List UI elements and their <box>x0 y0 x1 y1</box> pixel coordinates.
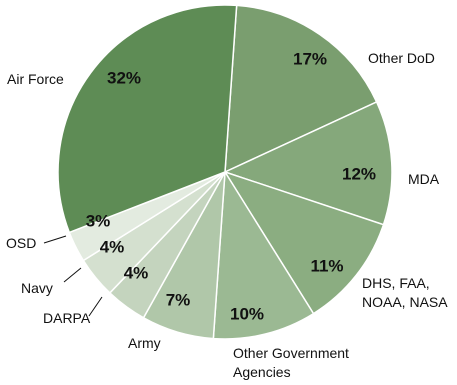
pie-slices <box>57 4 393 340</box>
category-label-other-dod: Other DoD <box>368 50 435 66</box>
percent-label-mda: 12% <box>342 164 376 183</box>
category-label-mda: MDA <box>408 171 440 187</box>
leader-line-navy <box>63 267 82 283</box>
percent-label-osd: 3% <box>86 211 111 230</box>
leader-line-darpa <box>88 296 103 317</box>
percent-label-army: 7% <box>166 290 191 309</box>
percent-label-air-force: 32% <box>107 68 141 87</box>
percent-label-darpa: 4% <box>124 263 149 282</box>
category-label-darpa: DARPA <box>43 310 91 326</box>
slice-mda <box>222 100 393 226</box>
category-label-army: Army <box>128 335 161 351</box>
slice-other-dod <box>224 4 378 174</box>
category-label-dhs-faa-noaa-nasa: DHS, FAA, NOAA, NASA <box>362 275 448 310</box>
category-label-air-force: Air Force <box>7 71 64 87</box>
percent-labels: 17% 12% 11% 10% 7% 4% 4% 3% 32% <box>86 49 376 323</box>
slice-air-force <box>57 4 238 234</box>
percent-label-other-government-agencies: 10% <box>230 304 264 323</box>
percent-label-other-dod: 17% <box>293 49 327 68</box>
slice-dhs-faa-noaa-nasa <box>223 170 385 315</box>
category-label-navy: Navy <box>21 280 53 296</box>
category-labels: Other DoD MDA DHS, FAA, NOAA, NASA Other Gov… <box>6 50 448 380</box>
percent-label-navy: 4% <box>100 237 125 256</box>
category-label-other-government-agencies: Other Government Agencies <box>233 345 349 380</box>
category-label-osd: OSD <box>6 235 36 251</box>
leader-line-osd <box>43 235 67 244</box>
slice-other-government-agencies <box>212 169 315 340</box>
percent-label-dhs-faa-noaa-nasa: 11% <box>310 256 343 275</box>
leader-lines <box>43 235 103 317</box>
